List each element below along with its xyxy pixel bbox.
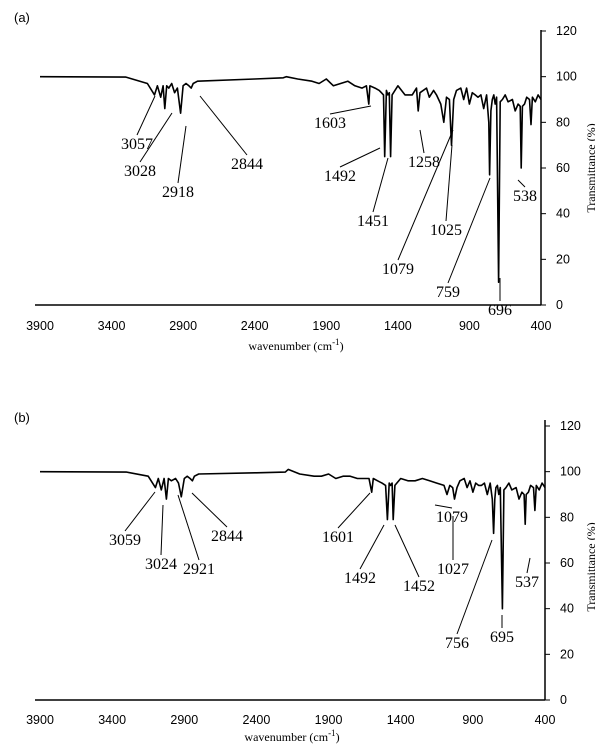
peak-label: 2921 xyxy=(183,561,215,578)
tick-marks xyxy=(545,425,550,701)
peak-label: 1492 xyxy=(324,168,356,185)
spectrum-line xyxy=(39,75,542,283)
annotation-leader-line xyxy=(136,95,156,136)
x-tick-label: 3900 xyxy=(26,319,54,333)
annotation-leader-line xyxy=(447,177,491,284)
y-tick-labels: 0 20 40 60 80 100 120 xyxy=(556,24,577,312)
y-axis-title: Transmittance (%) xyxy=(584,522,595,611)
panel-label-b: (b) xyxy=(14,410,30,425)
annotation-leader-line xyxy=(526,557,531,574)
panel-b: (b) 3900 3400 2900 2400 1900 1400 900 400 0 20 40… xyxy=(14,410,595,744)
peak-label: 3024 xyxy=(145,556,177,573)
x-tick-labels: 3900 3400 2900 2400 1900 1400 900 400 xyxy=(26,713,555,727)
peak-label: 756 xyxy=(445,635,469,652)
x-tick-label: 2900 xyxy=(169,319,197,333)
peak-label: 3059 xyxy=(109,532,141,549)
annotation-leader-line xyxy=(177,494,200,561)
x-tick-label: 1900 xyxy=(315,713,343,727)
peak-label: 3028 xyxy=(124,163,156,180)
x-tick-label: 2400 xyxy=(241,319,269,333)
x-tick-label: 400 xyxy=(531,319,552,333)
peak-label: 696 xyxy=(488,302,512,319)
y-tick-label: 100 xyxy=(556,70,577,84)
x-axis-title: wavenumber (cm-1) xyxy=(244,728,339,744)
y-tick-label: 40 xyxy=(560,602,574,616)
y-tick-label: 60 xyxy=(560,556,574,570)
annotation-leader-line xyxy=(359,524,385,570)
annotation-leader-line xyxy=(372,157,389,213)
annotation-leader-line xyxy=(177,125,187,184)
peak-labels: 3057 3028 2918 2844 1603 1492 1451 1258 1079 1025… xyxy=(121,115,537,319)
y-tick-label: 0 xyxy=(560,693,567,707)
annotation-leader-line xyxy=(160,504,164,556)
y-tick-label: 20 xyxy=(560,647,574,661)
peak-label: 759 xyxy=(436,284,460,301)
x-tick-label: 3900 xyxy=(26,713,54,727)
annotation-leader-line xyxy=(434,504,453,509)
peak-label: 1601 xyxy=(322,529,354,546)
annotation-leader-line xyxy=(139,112,173,163)
y-tick-label: 80 xyxy=(560,510,574,524)
peak-label: 1079 xyxy=(436,509,468,526)
y-tick-label: 120 xyxy=(556,24,577,38)
annotation-leader-line xyxy=(124,491,156,532)
peak-label: 1258 xyxy=(408,154,440,171)
peak-label: 1452 xyxy=(403,578,435,595)
peak-label: 1492 xyxy=(344,570,376,587)
x-tick-label: 2400 xyxy=(243,713,271,727)
peak-label: 537 xyxy=(515,574,539,591)
y-tick-label: 40 xyxy=(556,207,570,221)
y-tick-label: 100 xyxy=(560,465,581,479)
peak-label: 2844 xyxy=(211,528,243,545)
tick-marks xyxy=(541,30,546,306)
y-tick-labels: 0 20 40 60 80 100 120 xyxy=(560,419,581,707)
peak-label: 1603 xyxy=(314,115,346,132)
peak-label: 3057 xyxy=(121,136,153,153)
peak-label: 2844 xyxy=(231,156,263,173)
annotation-leaders xyxy=(136,95,526,301)
x-tick-label: 1400 xyxy=(384,319,412,333)
y-tick-label: 20 xyxy=(556,252,570,266)
panel-label-a: (a) xyxy=(14,10,30,25)
x-tick-label: 1900 xyxy=(312,319,340,333)
annotation-leader-line xyxy=(339,147,381,168)
peak-label: 1079 xyxy=(382,261,414,278)
peak-label: 538 xyxy=(513,188,537,205)
spectrum-line xyxy=(39,468,546,610)
x-tick-label: 1400 xyxy=(387,713,415,727)
x-tick-label: 900 xyxy=(459,319,480,333)
peak-label: 1025 xyxy=(430,222,462,239)
annotation-leader-line xyxy=(337,492,371,529)
annotation-leader-line xyxy=(419,129,425,154)
x-axis-title: wavenumber (cm-1) xyxy=(248,337,343,353)
peak-label: 2918 xyxy=(162,184,194,201)
annotation-leader-line xyxy=(517,179,526,188)
annotation-leader-line xyxy=(199,95,248,156)
y-axis-title: Transmittance (%) xyxy=(584,123,595,212)
annotation-leaders xyxy=(124,491,531,635)
x-tick-label: 3400 xyxy=(98,319,126,333)
y-tick-label: 0 xyxy=(556,298,563,312)
x-tick-labels: 3900 3400 2900 2400 1900 1400 900 400 xyxy=(26,319,551,333)
y-tick-label: 80 xyxy=(556,115,570,129)
x-tick-label: 2900 xyxy=(170,713,198,727)
y-tick-label: 120 xyxy=(560,419,581,433)
annotation-leader-line xyxy=(329,105,372,115)
x-tick-label: 3400 xyxy=(98,713,126,727)
annotation-leader-line xyxy=(191,492,228,528)
y-tick-label: 60 xyxy=(556,161,570,175)
annotation-leader-line xyxy=(445,144,453,222)
annotation-leader-line xyxy=(394,524,420,578)
panel-a: (a) 3900 3400 2900 2400 1900 1400 900 400 0 20 40… xyxy=(14,10,595,353)
x-tick-label: 400 xyxy=(535,713,556,727)
annotation-leader-line xyxy=(456,539,493,635)
x-tick-label: 900 xyxy=(462,713,483,727)
peak-label: 1027 xyxy=(437,561,469,578)
peak-label: 695 xyxy=(490,629,514,646)
annotation-leader-line xyxy=(397,129,454,261)
peak-label: 1451 xyxy=(357,213,389,230)
